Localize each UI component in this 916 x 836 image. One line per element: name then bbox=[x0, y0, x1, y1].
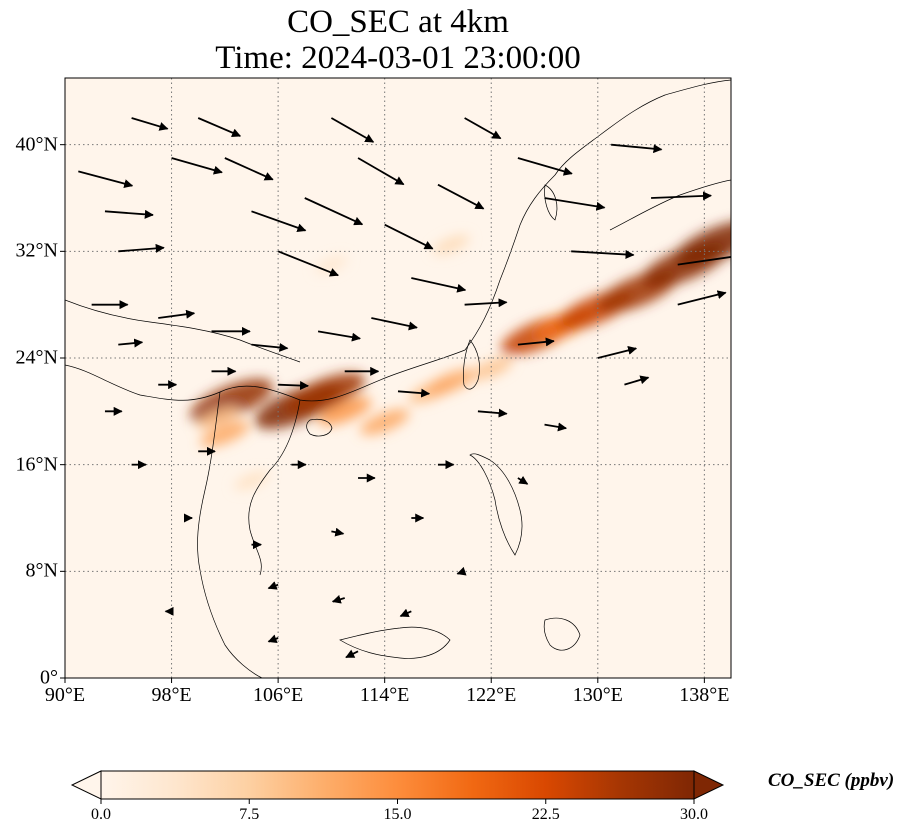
wind-arrow bbox=[384, 223, 434, 250]
colorbar-extend-min bbox=[70, 770, 102, 800]
x-tick-label: 122°E bbox=[466, 684, 517, 706]
x-tick-label: 106°E bbox=[253, 684, 304, 706]
wind-arrow bbox=[171, 157, 223, 175]
concentration-blob bbox=[360, 409, 410, 435]
wind-arrow bbox=[399, 608, 412, 617]
x-tick-label: 90°E bbox=[44, 684, 86, 706]
map-frame bbox=[64, 77, 732, 679]
concentration-blob bbox=[234, 471, 269, 490]
wind-arrow bbox=[118, 243, 165, 253]
wind-arrow bbox=[677, 256, 731, 266]
wind-arrow bbox=[397, 388, 431, 398]
y-tick-label: 16°N bbox=[15, 453, 58, 476]
concentration-blob bbox=[190, 378, 273, 423]
wind-arrow bbox=[597, 345, 638, 359]
wind-arrow bbox=[611, 143, 663, 154]
colorbar-label: CO_SEC (ppbv) bbox=[768, 770, 895, 791]
y-tick-label: 32°N bbox=[15, 239, 58, 262]
map-background bbox=[65, 78, 731, 678]
wind-arrow bbox=[267, 634, 279, 643]
wind-arrow bbox=[317, 330, 361, 342]
wind-arrow bbox=[118, 338, 144, 348]
concentration-blob bbox=[674, 220, 731, 267]
y-tick-label: 24°N bbox=[15, 346, 58, 369]
wind-arrow bbox=[357, 157, 405, 186]
concentration-blob bbox=[196, 406, 240, 430]
wind-arrow bbox=[304, 197, 364, 226]
colorbar-extend-max bbox=[693, 770, 725, 800]
colorbar-tick-label: 15.0 bbox=[383, 806, 412, 823]
colorbar bbox=[70, 770, 725, 804]
wind-arrow bbox=[197, 117, 242, 137]
colorbar-tick-label: 0.0 bbox=[91, 806, 111, 823]
wind-arrow bbox=[544, 197, 606, 211]
wind-arrow bbox=[224, 157, 274, 181]
gridlines bbox=[65, 78, 731, 678]
colorbar-tick-label: 30.0 bbox=[680, 806, 708, 823]
wind-arrow bbox=[651, 191, 712, 201]
wind-arrow bbox=[517, 157, 573, 176]
wind-arrow bbox=[544, 422, 568, 432]
axis-tickmarks bbox=[60, 144, 705, 683]
wind-arrow bbox=[437, 183, 485, 210]
wind-arrow bbox=[456, 566, 467, 576]
wind-arrow bbox=[464, 117, 502, 140]
wind-arrow bbox=[131, 117, 169, 131]
coastlines bbox=[65, 79, 731, 678]
concentration-blob bbox=[200, 421, 250, 447]
wind-arrow bbox=[78, 170, 134, 188]
map-title: CO_SEC at 4km bbox=[287, 4, 509, 40]
wind-vectors bbox=[78, 117, 731, 659]
concentration-layer bbox=[65, 78, 731, 678]
wind-arrow bbox=[330, 117, 375, 143]
y-tick-label: 0° bbox=[40, 666, 58, 689]
wind-arrow bbox=[411, 277, 467, 293]
wind-arrow bbox=[517, 337, 555, 347]
wind-arrow bbox=[677, 290, 727, 306]
x-tick-label: 98°E bbox=[151, 684, 192, 706]
wind-arrow bbox=[331, 594, 345, 604]
wind-arrow bbox=[464, 298, 508, 308]
y-tick-label: 40°N bbox=[15, 133, 58, 156]
wind-arrow bbox=[277, 250, 339, 277]
x-tick-label: 138°E bbox=[679, 684, 730, 706]
colorbar-gradient bbox=[100, 770, 695, 800]
concentration-blob bbox=[433, 235, 470, 255]
x-tick-label: 114°E bbox=[359, 684, 410, 706]
map-subtitle-time: Time: 2024-03-01 23:00:00 bbox=[215, 40, 581, 76]
concentration-blob bbox=[284, 372, 366, 416]
colorbar-tick-label: 22.5 bbox=[531, 806, 560, 823]
wind-arrow bbox=[267, 581, 279, 590]
wind-arrow bbox=[571, 249, 635, 259]
wind-arrow bbox=[371, 317, 418, 331]
colorbar-tick-label: 7.5 bbox=[239, 806, 260, 823]
y-tick-label: 8°N bbox=[25, 559, 58, 582]
wind-arrow bbox=[104, 209, 154, 219]
wind-arrow bbox=[477, 408, 508, 418]
wind-arrow bbox=[331, 527, 345, 537]
wind-arrow bbox=[517, 475, 529, 485]
wind-arrow bbox=[251, 342, 289, 352]
concentration-blob bbox=[469, 357, 513, 380]
wind-arrow bbox=[158, 309, 196, 319]
wind-arrow bbox=[345, 649, 359, 659]
x-tick-label: 130°E bbox=[572, 684, 623, 706]
concentration-blob bbox=[318, 397, 372, 426]
wind-arrow bbox=[251, 210, 307, 233]
wind-arrow bbox=[278, 381, 310, 391]
wind-arrow bbox=[624, 375, 650, 386]
